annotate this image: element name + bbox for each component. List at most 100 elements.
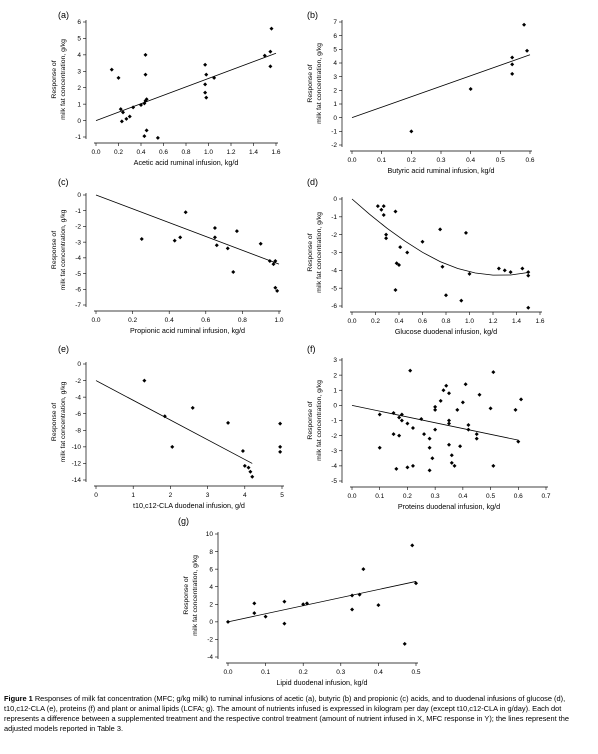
data-point-c	[275, 288, 280, 293]
x-tick-label-c: 0.8	[238, 317, 247, 324]
data-point-f	[474, 432, 479, 437]
y-axis-label-e: Response of milk fat concentration, g/kg	[51, 381, 67, 462]
data-point-a	[203, 90, 208, 95]
y-axis-label-line-d: milk fat concentration, g/kg	[316, 212, 323, 293]
data-point-a	[143, 72, 148, 77]
y-tick-label-g: 4	[209, 584, 213, 591]
panel-label-g: (g)	[178, 516, 189, 526]
x-tick-label-b: 0.1	[377, 157, 386, 164]
data-point-c	[212, 235, 217, 240]
x-tick-label-b: 0.6	[525, 157, 534, 164]
y-tick-label-f: 1	[333, 387, 337, 394]
data-point-e	[250, 474, 255, 479]
data-point-c	[178, 235, 183, 240]
y-tick-label-a: 6	[77, 19, 81, 26]
data-point-f	[377, 412, 382, 417]
data-point-a	[269, 26, 274, 31]
x-axis-label-e: t10,c12-CLA duodenal infusion, g/d	[133, 501, 245, 510]
y-axis-label-line-d: Response of	[307, 233, 314, 271]
data-point-f	[447, 418, 451, 423]
y-axis-label-b: Response of milk fat concentration, g/kg	[307, 43, 323, 124]
x-tick-label-a: 1.2	[226, 149, 235, 156]
data-point-f	[488, 406, 493, 411]
data-point-f	[491, 370, 496, 375]
x-axis-label-d: Glucose duodenal infusion, kg/d	[395, 327, 497, 336]
x-tick-label-b: 0.2	[407, 157, 416, 164]
data-point-g	[361, 567, 366, 572]
data-point-b	[409, 129, 414, 134]
x-tick-label-b: 0.0	[347, 157, 356, 164]
panel-label-b: (b)	[307, 10, 318, 20]
y-axis-label-line-g: milk fat concentration, g/kg	[192, 555, 199, 636]
y-tick-label-c: -1	[75, 208, 81, 215]
y-tick-label-g: -2	[207, 637, 213, 644]
data-point-f	[460, 400, 465, 405]
data-point-g	[252, 611, 257, 616]
data-point-f	[430, 456, 435, 461]
data-point-d	[438, 227, 443, 232]
data-point-g	[402, 641, 407, 646]
x-tick-label-c: 1.0	[274, 317, 283, 324]
data-point-g	[263, 614, 268, 619]
data-point-g	[252, 601, 257, 606]
data-point-f	[458, 444, 463, 449]
y-tick-label-b: 0	[333, 115, 337, 122]
fit-curve-d	[351, 198, 529, 276]
x-tick-label-e: 3	[206, 492, 210, 499]
data-point-d	[393, 209, 398, 214]
data-point-e	[142, 378, 147, 383]
y-axis-label-line-a: Response of	[51, 60, 58, 98]
data-point-f	[463, 382, 468, 387]
data-point-f	[519, 397, 524, 402]
x-tick-label-f: 0.5	[486, 493, 495, 500]
x-tick-label-f: 0.6	[514, 493, 523, 500]
x-axis-label-a: Acetic acid ruminal infusion, kg/d	[134, 158, 239, 167]
data-point-c	[225, 246, 230, 251]
y-tick-label-b: 6	[333, 33, 337, 40]
data-point-g	[301, 602, 306, 607]
data-point-a	[121, 110, 125, 115]
data-point-f	[441, 388, 446, 393]
data-point-f	[427, 436, 432, 441]
y-tick-label-b: 4	[333, 60, 337, 67]
y-tick-label-g: 8	[209, 549, 213, 556]
data-point-g	[282, 599, 287, 604]
data-point-c	[212, 226, 217, 230]
x-tick-label-a: 0.2	[114, 149, 123, 156]
x-axis-label-g: Lipid duodenal infusion, kg/d	[276, 678, 367, 687]
data-point-f	[408, 368, 413, 373]
data-point-d	[459, 298, 464, 303]
data-point-g	[226, 619, 230, 624]
data-point-c	[183, 210, 188, 215]
y-tick-label-a: 5	[77, 36, 81, 43]
x-tick-label-d: 1.6	[535, 318, 544, 325]
y-tick-label-d: -6	[331, 303, 337, 310]
data-point-f	[433, 404, 438, 409]
data-point-e	[226, 420, 231, 425]
data-point-a	[142, 134, 147, 139]
x-tick-label-b: 0.5	[496, 157, 505, 164]
y-axis-label-line-b: Response of	[307, 64, 314, 102]
data-point-f	[427, 445, 432, 450]
data-point-f	[449, 460, 454, 465]
data-point-f	[391, 410, 396, 415]
data-point-e	[278, 421, 283, 426]
data-point-a	[109, 67, 114, 72]
data-point-f	[377, 445, 382, 450]
data-point-g	[357, 592, 362, 597]
data-point-d	[379, 207, 384, 212]
caption-text: Responses of milk fat concentration (MFC…	[4, 694, 570, 733]
panel-label-e: (e)	[58, 344, 69, 354]
data-point-c	[214, 243, 219, 248]
fit-line-c	[95, 194, 280, 265]
data-point-f	[410, 463, 415, 468]
data-point-c	[273, 285, 278, 290]
y-tick-label-g: 0	[209, 619, 213, 626]
y-tick-label-e: -4	[75, 394, 81, 401]
x-tick-label-d: 0.6	[418, 318, 427, 325]
data-point-f	[466, 427, 471, 432]
y-tick-label-f: -1	[331, 418, 337, 425]
x-tick-label-f: 0.4	[458, 493, 467, 500]
data-point-f	[455, 407, 460, 412]
y-axis-label-line-f: milk fat concentration, g/kg	[316, 380, 323, 461]
